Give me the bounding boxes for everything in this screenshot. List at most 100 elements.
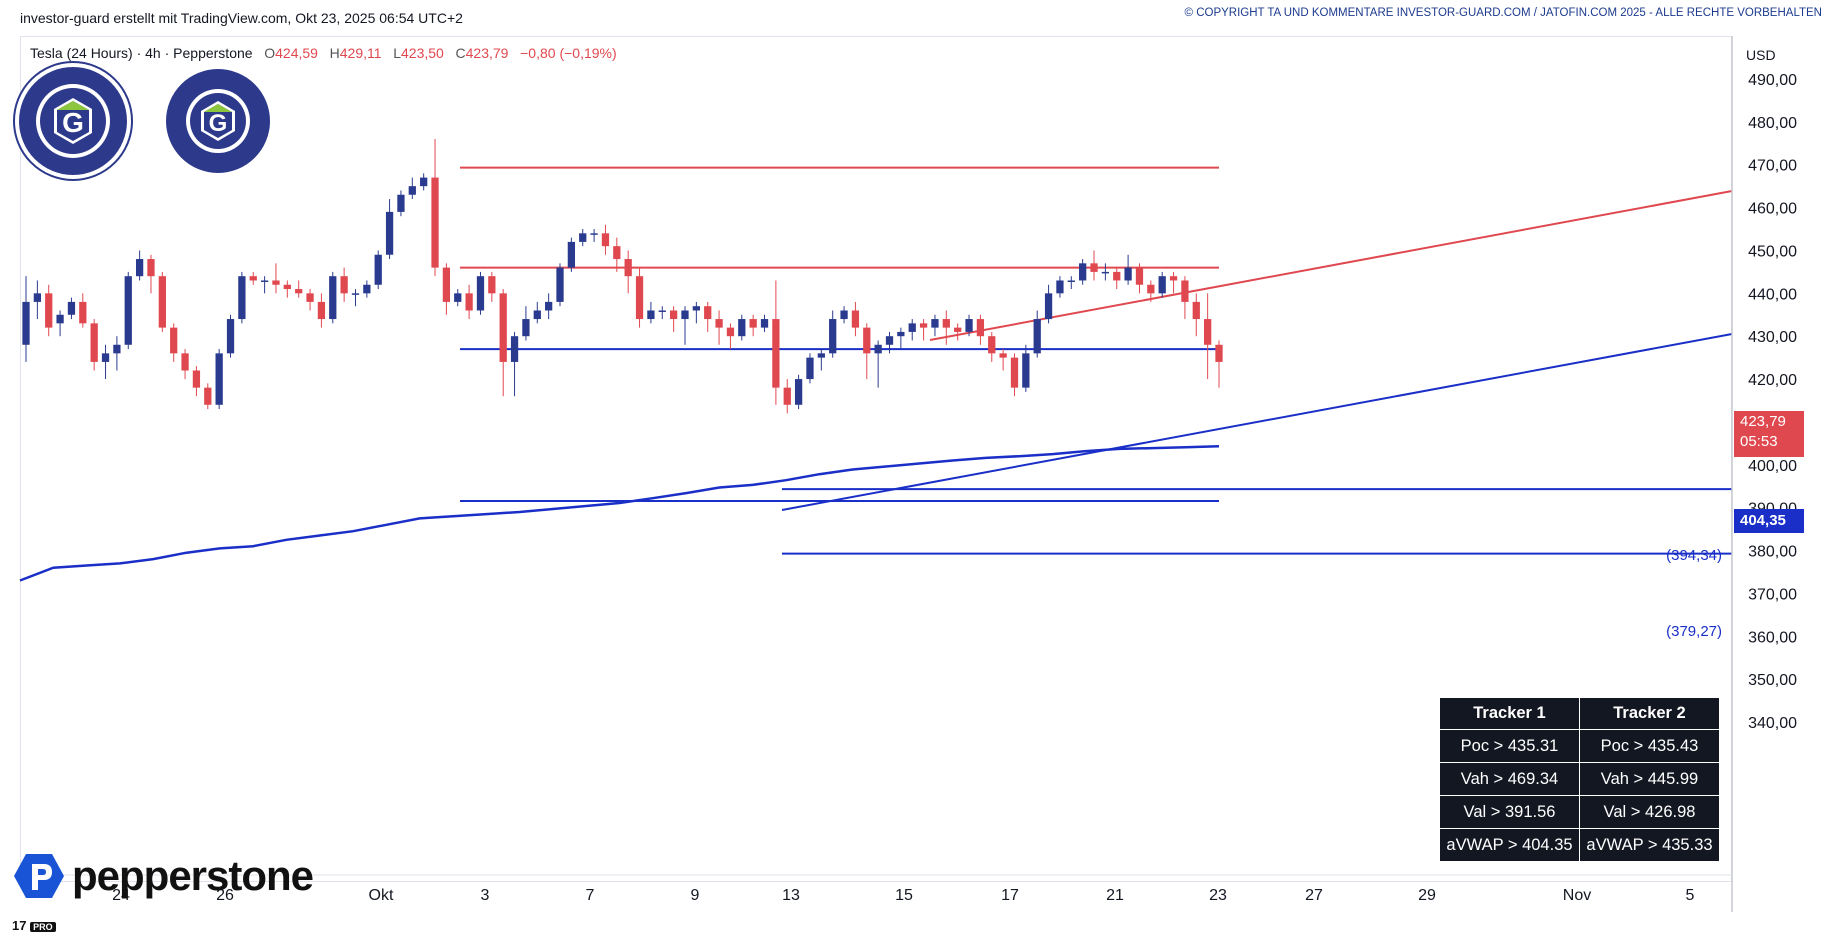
candle-countdown: 05:53 — [1740, 433, 1778, 450]
candle-body — [829, 319, 837, 354]
candle-body — [147, 259, 155, 277]
x-tick-label: 29 — [1418, 887, 1436, 904]
y-tick-label: 450,00 — [1748, 243, 1797, 260]
candle-body — [1010, 357, 1019, 388]
table-cell: Val > 426.98 — [1579, 795, 1720, 829]
table-row: aVWAP > 404.35 aVWAP > 435.33 — [1439, 828, 1720, 862]
x-tick-label: Okt — [369, 887, 394, 904]
chart-attribution: investor-guard erstellt mit TradingView.… — [20, 10, 463, 26]
candle-body — [431, 177, 439, 268]
candle-body — [283, 284, 291, 290]
candle-body — [726, 327, 735, 337]
y-tick-label: 430,00 — [1748, 329, 1797, 346]
x-tick-label: 24 — [112, 887, 130, 904]
tradingview-logo: 17 PRO — [12, 918, 56, 933]
candle-body — [1044, 293, 1053, 320]
candle-body — [954, 327, 962, 332]
candle-body — [1090, 263, 1098, 272]
candle-body — [476, 276, 485, 311]
candle-body — [465, 293, 473, 311]
candle-body — [806, 357, 814, 380]
x-tick-label: 23 — [1209, 887, 1227, 904]
candle-body — [840, 310, 848, 320]
candle-body — [1169, 276, 1178, 281]
candle-body — [1113, 271, 1121, 281]
table-cell: Vah > 445.99 — [1579, 762, 1720, 796]
candle-body — [1135, 267, 1144, 285]
currency-label: USD — [1746, 47, 1776, 63]
price-axis[interactable]: 490,00 480,00 470,00 460,00 450,00 440,00 430,… — [1748, 72, 1797, 732]
y-tick-label: 480,00 — [1748, 115, 1797, 132]
candle-body — [669, 310, 678, 320]
candle-body — [772, 319, 780, 388]
candle-body — [851, 310, 860, 328]
open-value: 424,59 — [275, 45, 318, 61]
candle-body — [442, 267, 451, 302]
candle-body — [158, 276, 166, 328]
tracker-header-row: Tracker 1 Tracker 2 — [1439, 697, 1720, 730]
pepperstone-icon — [14, 854, 64, 898]
x-tick-label: 13 — [782, 887, 800, 904]
candle-body — [101, 353, 110, 362]
candle-body — [1147, 284, 1155, 294]
tracker-table: Tracker 1 Tracker 2 Poc > 435.31 Poc > 4… — [1439, 697, 1720, 862]
candle-body — [340, 276, 348, 294]
annotation-level-394: (394,34) — [1666, 547, 1722, 564]
candle-body — [624, 259, 632, 277]
candle-body — [715, 319, 723, 328]
table-cell: Vah > 469.34 — [1439, 762, 1580, 796]
candle-body — [1204, 319, 1212, 345]
vwap-line — [19, 444, 1220, 582]
candle-body — [999, 353, 1007, 358]
candle-body — [635, 276, 644, 320]
table-cell: Poc > 435.31 — [1439, 729, 1580, 763]
candle-body — [1181, 280, 1189, 302]
candle-body — [113, 344, 121, 354]
y-tick-label: 370,00 — [1748, 586, 1797, 603]
candle-body — [454, 293, 462, 302]
y-tick-label: 380,00 — [1748, 544, 1797, 561]
brand-name: pepperstone — [72, 852, 314, 899]
horizontal-levels — [460, 166, 1732, 555]
x-tick-label: Nov — [1563, 887, 1591, 904]
y-tick-label: 470,00 — [1748, 158, 1797, 175]
table-cell: aVWAP > 435.33 — [1579, 828, 1720, 862]
candle-body — [760, 319, 769, 328]
candle-body — [556, 267, 564, 302]
candle-body — [192, 370, 201, 388]
candle-body — [817, 353, 825, 358]
candle-body — [590, 233, 598, 235]
candle-body — [79, 301, 87, 324]
time-axis[interactable]: 24 26 Okt 3 7 9 13 15 17 21 23 27 29 Nov 5 — [112, 887, 1694, 904]
candle-body — [374, 254, 382, 285]
candle-body — [56, 314, 64, 324]
blue-trendline — [781, 333, 1733, 511]
pepperstone-logo: pepperstone — [12, 852, 314, 900]
trend-lines — [781, 190, 1733, 511]
low-value: 423,50 — [401, 45, 444, 61]
y-tick-label: 350,00 — [1748, 672, 1797, 689]
symbol-label[interactable]: Tesla (24 Hours) · 4h · Pepperstone — [30, 45, 253, 61]
candle-body — [919, 323, 928, 328]
tracker-header-1: Tracker 1 — [1439, 697, 1580, 730]
candle-body — [499, 293, 507, 362]
red-trendline — [929, 190, 1733, 341]
candle-body — [306, 293, 314, 302]
candle-body — [908, 323, 916, 332]
candle-body — [988, 336, 996, 354]
candle-body — [533, 310, 541, 320]
candle-body — [249, 276, 257, 281]
candle-body — [1056, 280, 1064, 294]
candle-body — [170, 327, 178, 354]
candle-body — [931, 319, 939, 328]
table-row: Poc > 435.31 Poc > 435.43 — [1439, 729, 1720, 763]
candle-body — [397, 194, 405, 212]
x-tick-label: 3 — [481, 887, 490, 904]
candle-body — [658, 310, 666, 312]
candle-body — [135, 259, 144, 277]
candle-body — [22, 301, 30, 345]
y-tick-label: 460,00 — [1748, 201, 1797, 218]
x-tick-label: 7 — [586, 887, 595, 904]
x-tick-label: 15 — [895, 887, 913, 904]
